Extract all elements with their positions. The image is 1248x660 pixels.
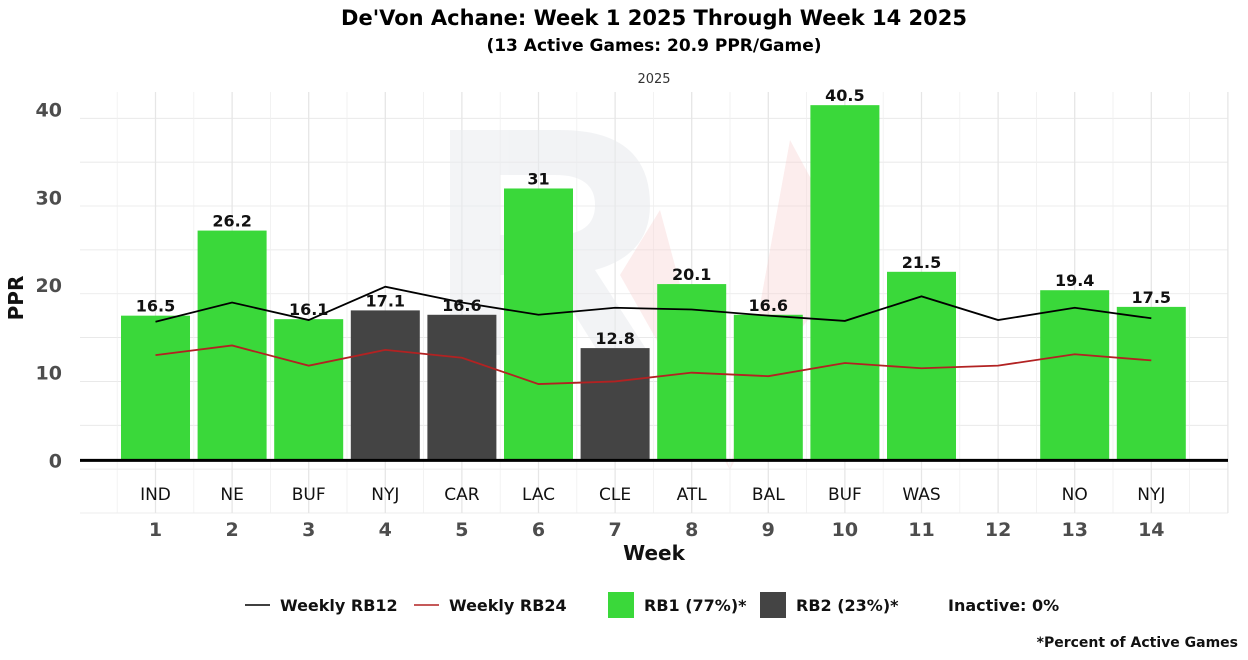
bar-week-4 (350, 310, 420, 461)
legend-rb1-label: RB1 (77%)* (644, 596, 747, 615)
x-tick-label: 12 (985, 519, 1011, 541)
y-tick-label: 10 (36, 363, 62, 385)
opponent-label-week-10: BUF (828, 485, 862, 505)
bar-week-1 (121, 315, 190, 461)
opponent-label-week-3: BUF (292, 485, 326, 505)
chart-subtitle: (13 Active Games: 20.9 PPR/Game) (486, 36, 821, 56)
legend-rb2-label: RB2 (23%)* (796, 596, 899, 615)
bar-label-week-6: 31 (527, 169, 549, 188)
legend: Weekly RB12 Weekly RB24 RB1 (77%)* RB2 (… (245, 592, 1059, 618)
bar-week-14 (1116, 306, 1186, 461)
y-axis-ticks: 0 10 20 30 40 (36, 100, 62, 473)
bar-week-13 (1040, 290, 1110, 461)
opponent-label-week-4: NYJ (371, 485, 399, 505)
opponent-label-week-6: LAC (522, 485, 555, 505)
legend-rb24-label: Weekly RB24 (449, 596, 567, 615)
y-tick-label: 40 (36, 100, 62, 122)
opponent-label-week-1: IND (140, 485, 171, 505)
bar-label-week-13: 19.4 (1055, 271, 1094, 290)
bars (121, 105, 1186, 461)
y-tick-label: 20 (36, 275, 62, 297)
opponent-label-week-2: NE (220, 485, 243, 505)
x-tick-label: 10 (832, 519, 858, 541)
opponent-label-week-13: NO (1062, 485, 1088, 505)
opponent-label-week-7: CLE (599, 485, 631, 505)
bar-label-week-7: 12.8 (595, 329, 634, 348)
bar-week-10 (810, 105, 880, 461)
bar-label-week-3: 16.1 (289, 300, 328, 319)
reference-lines (155, 285, 1152, 385)
x-tick-label: 8 (685, 519, 698, 541)
y-axis-title: PPR (4, 276, 28, 321)
opponent-label-week-8: ATL (677, 485, 708, 505)
weekly-rb24-line (155, 344, 1152, 385)
legend-rb12-label: Weekly RB12 (280, 596, 398, 615)
bar-label-week-1: 16.5 (136, 297, 175, 316)
opponent-label-week-14: NYJ (1137, 485, 1165, 505)
x-axis-ticks: 1 2 3 4 5 6 7 8 9 10 11 12 13 14 (149, 519, 1165, 541)
y-tick-label: 0 (49, 450, 62, 472)
legend-inactive-label: Inactive: 0% (948, 596, 1059, 615)
x-tick-label: 13 (1061, 519, 1087, 541)
legend-rb2-swatch (760, 592, 786, 618)
opponent-label-week-9: BAL (752, 485, 785, 505)
bar-labels: 16.5 26.2 16.1 17.1 16.6 31 12.8 20.1 16.6 40.5 21… (136, 86, 1171, 348)
x-tick-label: 3 (302, 519, 315, 541)
x-tick-label: 7 (608, 519, 621, 541)
x-tick-label: 6 (532, 519, 545, 541)
x-tick-label: 14 (1138, 519, 1164, 541)
y-tick-label: 30 (36, 187, 62, 209)
x-tick-label: 11 (908, 519, 934, 541)
bar-label-week-10: 40.5 (825, 86, 864, 105)
bar-label-week-8: 20.1 (672, 265, 711, 284)
bar-week-5 (427, 314, 497, 461)
bar-label-week-11: 21.5 (902, 253, 941, 272)
bar-label-week-14: 17.5 (1132, 288, 1171, 307)
x-tick-label: 5 (455, 519, 468, 541)
caption: *Percent of Active Games (1037, 635, 1238, 651)
x-axis-title: Week (623, 541, 685, 565)
opponent-label-week-5: CAR (444, 485, 479, 505)
opponent-label-week-11: WAS (902, 485, 940, 505)
opponent-labels: IND NE BUF NYJ CAR LAC CLE ATL BAL BUF WAS NO NYJ (140, 485, 1165, 505)
bar-week-3 (274, 319, 344, 461)
x-tick-label: 4 (379, 519, 392, 541)
x-tick-label: 2 (225, 519, 238, 541)
bar-label-week-9: 16.6 (749, 296, 788, 315)
bar-week-9 (733, 314, 803, 461)
chart-title: De'Von Achane: Week 1 2025 Through Week … (341, 6, 967, 30)
bar-label-week-2: 26.2 (212, 212, 251, 231)
bar-label-week-5: 16.6 (442, 296, 481, 315)
weekly-rb12-line (155, 285, 1152, 323)
facet-label: 2025 (637, 72, 670, 87)
bar-label-week-4: 17.1 (366, 291, 405, 310)
x-tick-label: 1 (149, 519, 162, 541)
legend-rb1-swatch (608, 592, 634, 618)
bar-week-6 (504, 188, 573, 461)
bar-week-7 (580, 348, 650, 461)
x-tick-label: 9 (762, 519, 775, 541)
